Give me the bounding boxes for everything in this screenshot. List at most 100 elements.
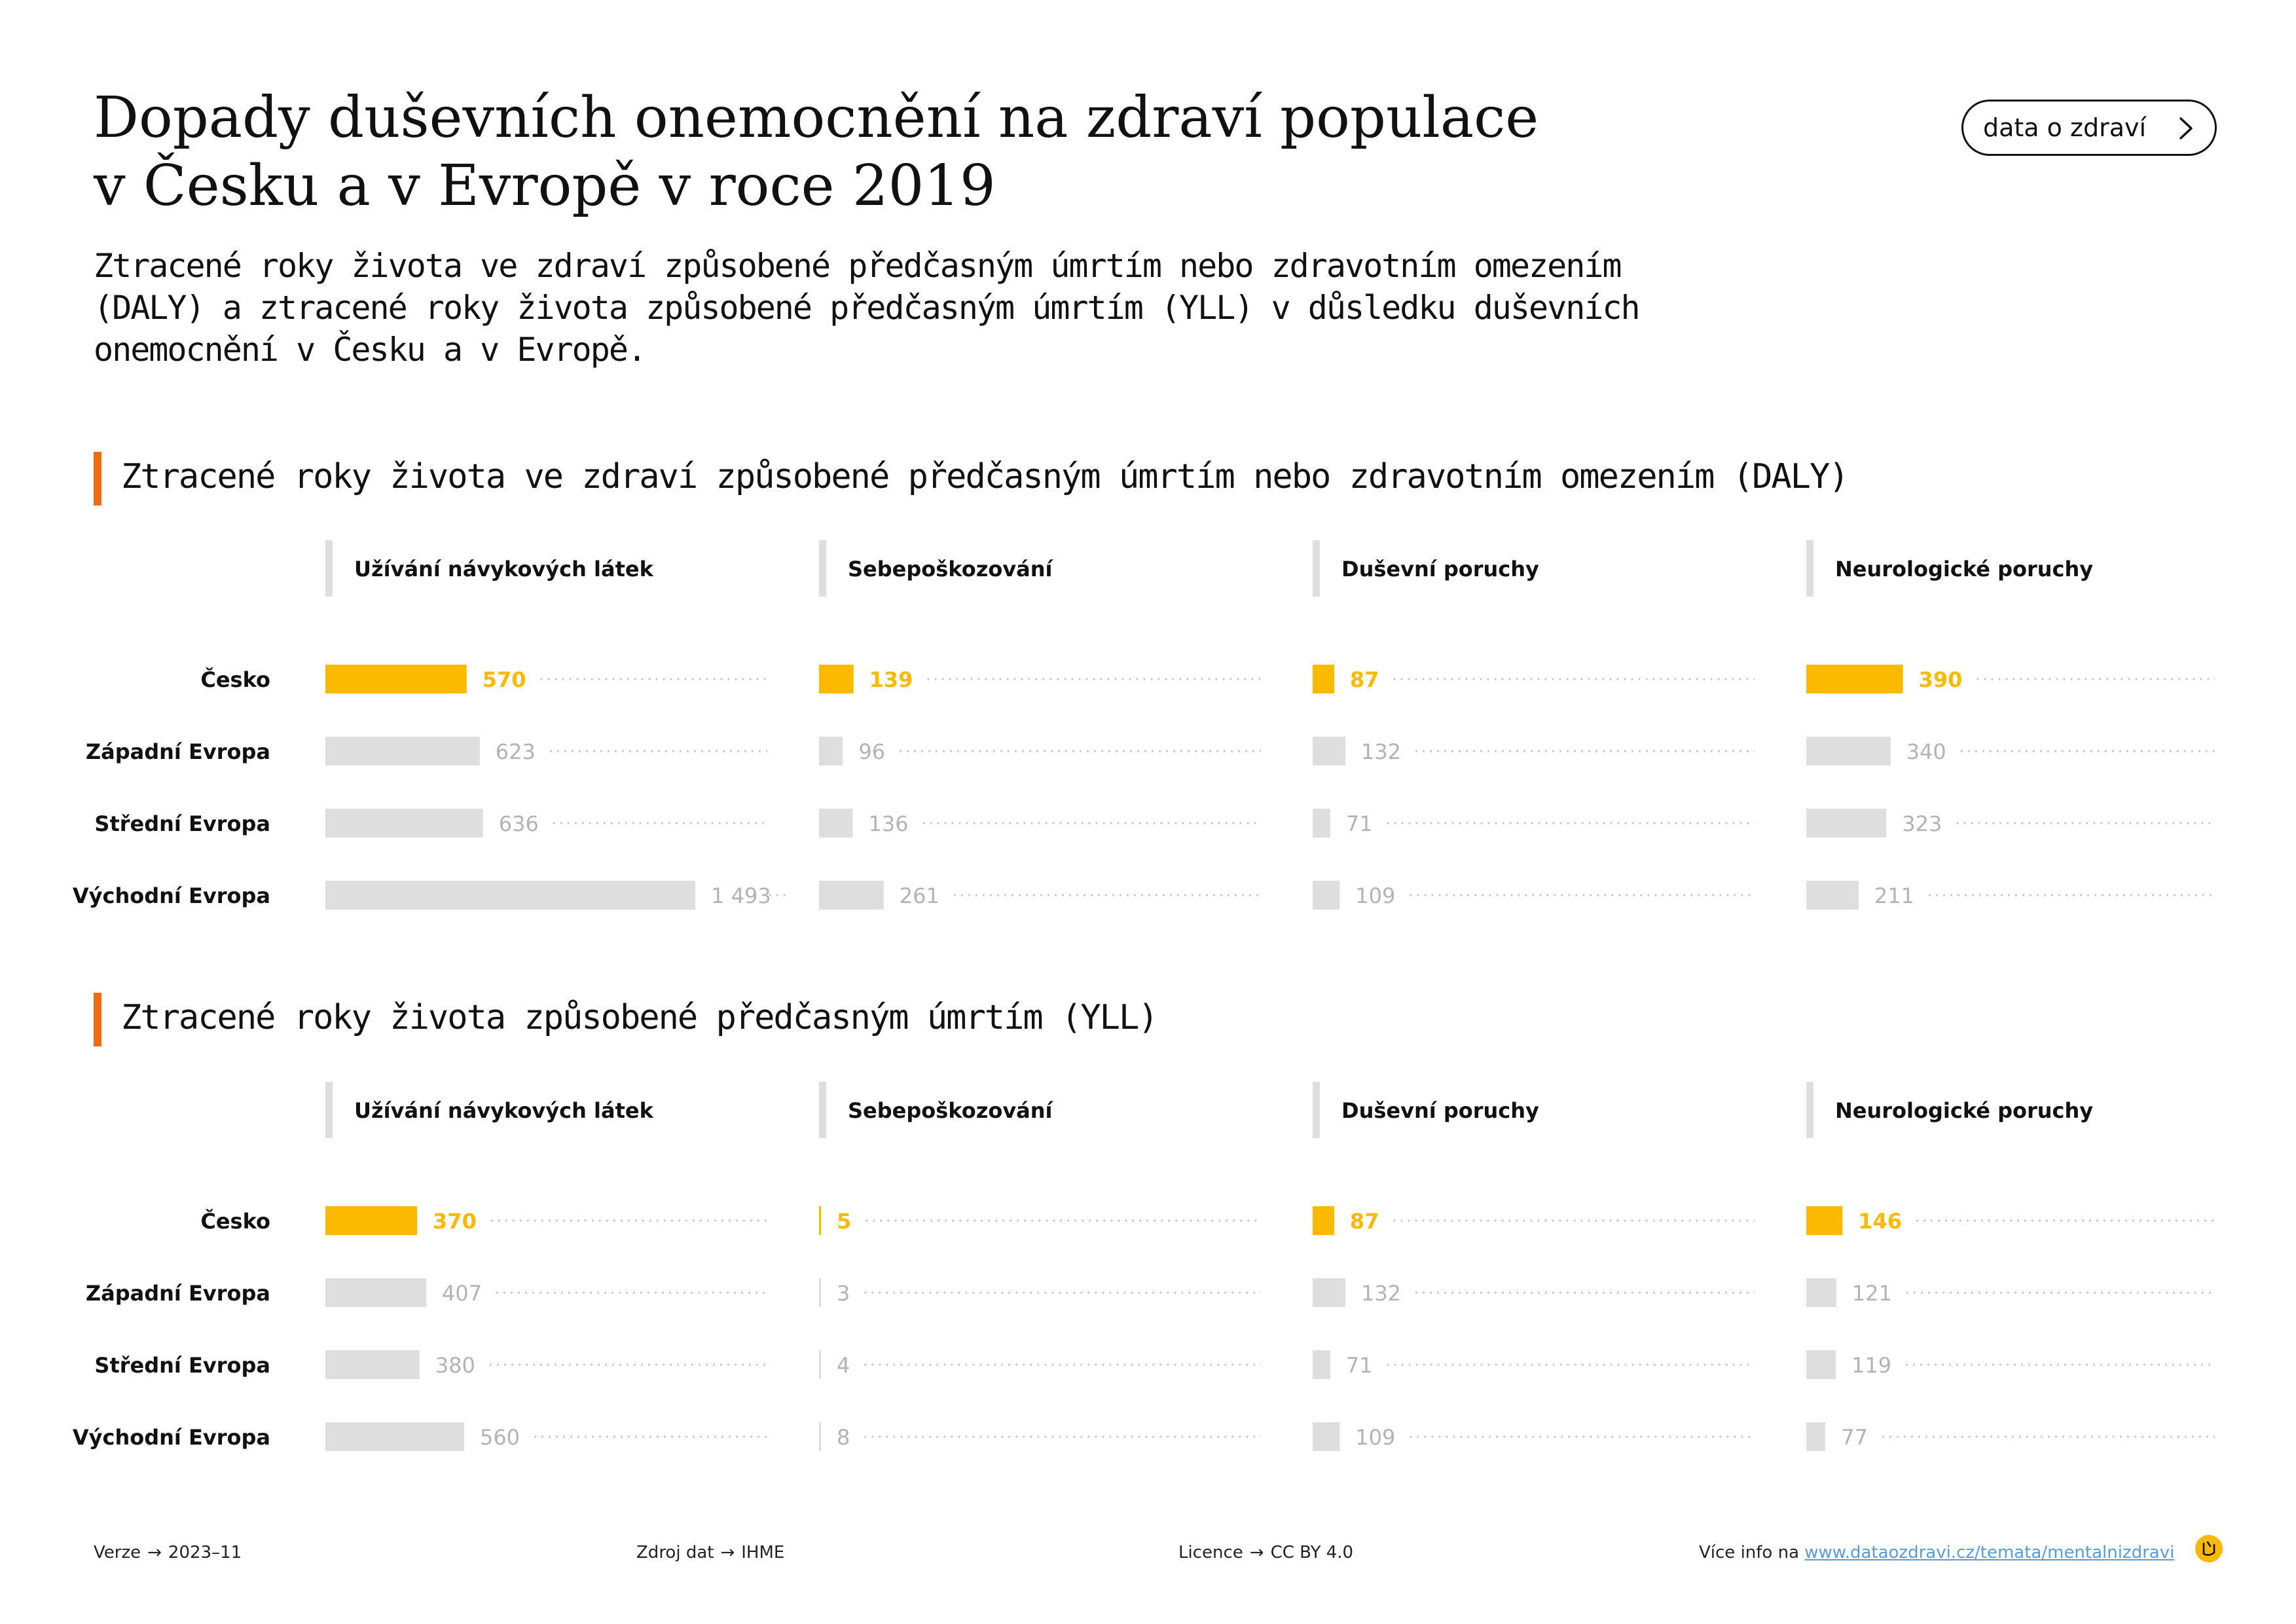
value-label-dusevni-poruchy-cesko: 87 <box>1350 667 1379 692</box>
title-line-1: Dopady duševních onemocnění na zdraví po… <box>94 85 1539 151</box>
category-label-cesko: Česko <box>200 667 270 692</box>
bar-neurologicke-poruchy-vychodni-evropa <box>1806 1422 1826 1451</box>
bar-dusevni-poruchy-cesko <box>1313 1206 1334 1235</box>
data-o-zdravi-button-label: data o zdraví <box>1983 113 2147 142</box>
value-label-neurologicke-poruchy-cesko: 390 <box>1919 667 1963 692</box>
panel-header-marker <box>1806 540 1813 597</box>
bar-uzivani-navykovych-latek-vychodni-evropa <box>325 881 696 910</box>
category-label-vychodni-evropa: Východní Evropa <box>73 883 270 908</box>
panel-header-neurologicke-poruchy: Neurologické poruchy <box>1835 1098 2093 1123</box>
bar-uzivani-navykovych-latek-zapadni-evropa <box>325 737 480 766</box>
value-label-sebeposkozovani-cesko: 5 <box>837 1209 851 1234</box>
bar-uzivani-navykovych-latek-stredni-evropa <box>325 1350 420 1379</box>
footer-version-value: 2023–11 <box>168 1543 242 1562</box>
bar-neurologicke-poruchy-stredni-evropa <box>1806 809 1887 838</box>
bar-sebeposkozovani-vychodni-evropa <box>819 881 884 910</box>
value-label-dusevni-poruchy-vychodni-evropa: 109 <box>1355 1425 1395 1450</box>
value-label-uzivani-navykovych-latek-vychodni-evropa: 1 493 <box>711 883 771 908</box>
page-title: Dopady duševních onemocnění na zdraví po… <box>94 84 1539 220</box>
value-label-sebeposkozovani-vychodni-evropa: 261 <box>900 883 939 908</box>
bar-sebeposkozovani-zapadni-evropa <box>819 1278 821 1307</box>
bar-dusevni-poruchy-cesko <box>1313 665 1334 693</box>
value-label-uzivani-navykovych-latek-cesko: 370 <box>433 1209 477 1234</box>
arrow-right-icon: → <box>1249 1543 1264 1562</box>
bar-neurologicke-poruchy-zapadni-evropa <box>1806 1278 1836 1307</box>
title-line-2: v Česku a v Evropě v roce 2019 <box>94 153 996 219</box>
value-label-dusevni-poruchy-stredni-evropa: 71 <box>1346 811 1373 836</box>
arrow-right-icon: → <box>720 1543 735 1562</box>
footer-version-label: Verze <box>94 1543 141 1562</box>
category-label-zapadni-evropa: Západní Evropa <box>86 739 270 764</box>
value-label-dusevni-poruchy-vychodni-evropa: 109 <box>1355 883 1395 908</box>
daly-chart: Česko Západní Evropa Střední Evropa Východn… <box>73 540 2215 910</box>
panel-header-marker <box>1313 1082 1320 1138</box>
footer-license-label: Licence <box>1178 1543 1243 1562</box>
footer-more-info: Více info na www.dataozdravi.cz/temata/m… <box>1699 1543 2174 1562</box>
section-yll-title: Ztracené roky života způsobené předčasný… <box>121 998 1159 1037</box>
value-label-uzivani-navykovych-latek-vychodni-evropa: 560 <box>480 1425 520 1450</box>
bar-neurologicke-poruchy-cesko <box>1806 1206 1843 1235</box>
section-daly-title: Ztracené roky života ve zdraví způsobené… <box>121 457 1850 496</box>
subtitle-line-3: onemocnění v Česku a v Evropě. <box>94 331 647 369</box>
bar-neurologicke-poruchy-cesko <box>1806 665 1903 693</box>
footer-more-label: Více info na <box>1699 1543 1800 1562</box>
bar-sebeposkozovani-vychodni-evropa <box>819 1422 822 1451</box>
value-label-sebeposkozovani-vychodni-evropa: 8 <box>837 1425 850 1450</box>
chevron-right-icon <box>2179 117 2193 139</box>
panel-header-sebeposkozovani: Sebepoškozování <box>848 557 1054 581</box>
footer-source-value: IHME <box>741 1543 785 1562</box>
arrow-right-icon: → <box>147 1543 162 1562</box>
data-o-zdravi-button[interactable]: data o zdraví <box>1961 100 2217 156</box>
value-label-sebeposkozovani-zapadni-evropa: 96 <box>858 739 885 764</box>
bar-sebeposkozovani-cesko <box>819 1206 821 1235</box>
value-label-uzivani-navykovych-latek-zapadni-evropa: 623 <box>496 739 536 764</box>
bar-sebeposkozovani-stredni-evropa <box>819 809 853 838</box>
value-label-uzivani-navykovych-latek-stredni-evropa: 636 <box>499 811 539 836</box>
bar-neurologicke-poruchy-stredni-evropa <box>1806 1350 1836 1379</box>
value-label-dusevni-poruchy-zapadni-evropa: 132 <box>1361 739 1401 764</box>
value-label-uzivani-navykovych-latek-cesko: 570 <box>483 667 526 692</box>
bar-dusevni-poruchy-vychodni-evropa <box>1313 1422 1340 1451</box>
bar-sebeposkozovani-stredni-evropa <box>819 1350 821 1379</box>
footer-more-link[interactable]: www.dataozdravi.cz/temata/mentalnizdravi <box>1804 1543 2175 1562</box>
panel-header-dusevni-poruchy: Duševní poruchy <box>1341 557 1539 581</box>
footer-version: Verze → 2023–11 <box>94 1543 242 1562</box>
category-label-cesko: Česko <box>200 1208 270 1234</box>
panel-header-marker <box>819 1082 826 1138</box>
bar-uzivani-navykovych-latek-cesko <box>325 665 467 693</box>
footer-source: Zdroj dat → IHME <box>636 1543 784 1562</box>
dataozdravi-logo-icon <box>2195 1535 2223 1562</box>
yll-chart: Česko Západní Evropa Střední Evropa Východn… <box>73 1082 2215 1451</box>
bar-dusevni-poruchy-stredni-evropa <box>1313 1350 1330 1379</box>
panel-header-marker <box>325 540 333 597</box>
panel-header-dusevni-poruchy: Duševní poruchy <box>1341 1098 1539 1123</box>
section-daly-marker <box>94 452 101 506</box>
footer-source-label: Zdroj dat <box>636 1543 714 1562</box>
value-label-neurologicke-poruchy-zapadni-evropa: 340 <box>1906 739 1946 764</box>
category-label-vychodni-evropa: Východní Evropa <box>73 1425 270 1450</box>
bar-neurologicke-poruchy-vychodni-evropa <box>1806 881 1859 910</box>
value-label-neurologicke-poruchy-zapadni-evropa: 121 <box>1852 1281 1892 1306</box>
footer-license: Licence → CC BY 4.0 <box>1178 1543 1353 1562</box>
panel-header-uzivani-navykovych-latek: Užívání návykových látek <box>354 1098 654 1123</box>
value-label-dusevni-poruchy-stredni-evropa: 71 <box>1346 1353 1373 1378</box>
value-label-neurologicke-poruchy-cesko: 146 <box>1858 1209 1902 1234</box>
panel-header-uzivani-navykovych-latek: Užívání návykových látek <box>354 557 654 581</box>
bar-uzivani-navykovych-latek-stredni-evropa <box>325 809 483 838</box>
value-label-sebeposkozovani-zapadni-evropa: 3 <box>837 1281 850 1306</box>
value-label-dusevni-poruchy-cesko: 87 <box>1350 1209 1379 1234</box>
value-label-sebeposkozovani-stredni-evropa: 4 <box>837 1353 850 1378</box>
panel-header-marker <box>325 1082 333 1138</box>
value-label-neurologicke-poruchy-vychodni-evropa: 211 <box>1874 883 1914 908</box>
category-label-zapadni-evropa: Západní Evropa <box>86 1281 270 1306</box>
category-label-stredni-evropa: Střední Evropa <box>94 1353 270 1378</box>
value-label-sebeposkozovani-cesko: 139 <box>869 667 913 692</box>
panel-header-sebeposkozovani: Sebepoškozování <box>848 1098 1054 1123</box>
page-subtitle: Ztracené roky života ve zdraví způsobené… <box>94 245 1796 371</box>
value-label-sebeposkozovani-stredni-evropa: 136 <box>868 811 908 836</box>
category-label-stredni-evropa: Střední Evropa <box>94 811 270 836</box>
subtitle-line-2: (DALY) a ztracené roky života způsobené … <box>94 289 1641 327</box>
bar-neurologicke-poruchy-zapadni-evropa <box>1806 737 1891 766</box>
bar-dusevni-poruchy-stredni-evropa <box>1313 809 1330 838</box>
value-label-uzivani-navykovych-latek-stredni-evropa: 380 <box>435 1353 475 1378</box>
